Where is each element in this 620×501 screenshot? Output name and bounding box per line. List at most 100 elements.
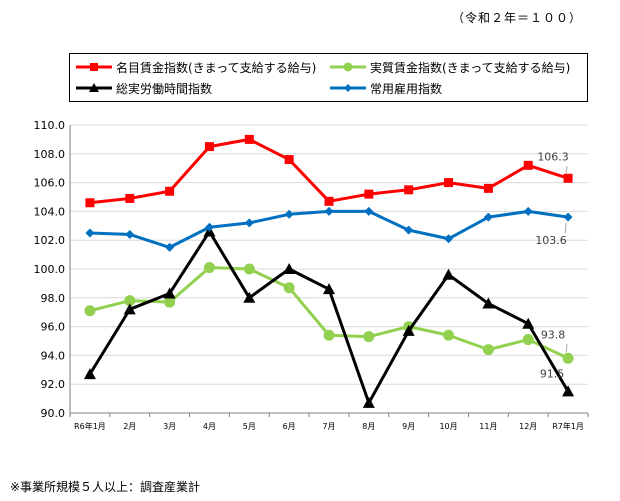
data-label-leader — [565, 166, 568, 174]
data-point-triangle — [402, 324, 415, 336]
legend-swatch-black-triangle — [76, 83, 112, 92]
data-point-triangle — [482, 297, 495, 309]
x-tick-label: 11月 — [479, 422, 497, 431]
data-point-diamond — [444, 234, 454, 244]
data-point-circle — [124, 295, 136, 307]
x-tick-label: 10月 — [439, 422, 457, 431]
data-label-leader — [565, 344, 568, 353]
x-tick-label: 4月 — [203, 422, 216, 431]
legend-swatch-red-square — [76, 63, 112, 71]
data-point-triangle — [522, 317, 535, 329]
y-tick-label: 110.0 — [34, 119, 66, 132]
legend-item-nominal-wage: 名目賃金指数(きまって支給する給与) — [74, 57, 316, 77]
grid-lines — [70, 124, 588, 414]
data-point-square — [563, 173, 573, 183]
x-tick-label: 6月 — [283, 422, 296, 431]
data-label-end: 93.8 — [541, 328, 566, 341]
data-point-circle — [482, 344, 494, 356]
data-point-square — [204, 142, 214, 152]
data-label-leader — [564, 223, 567, 234]
data-point-circle — [562, 352, 574, 364]
data-point-diamond — [364, 206, 374, 216]
data-point-square — [483, 183, 493, 193]
data-point-circle — [243, 263, 255, 275]
data-point-diamond — [204, 222, 214, 232]
y-tick-label: 102.0 — [34, 234, 66, 247]
footnote: ※事業所規模５人以上：調査産業計 — [10, 480, 201, 494]
data-point-circle — [522, 334, 534, 346]
data-point-diamond — [404, 225, 414, 235]
x-tick-label: R7年1月 — [552, 421, 584, 431]
x-tick-label: 9月 — [402, 422, 415, 431]
x-tick-label: 2月 — [123, 422, 136, 431]
series-line-0 — [89, 137, 569, 205]
data-point-triangle — [283, 263, 296, 274]
legend-item-real-wage: 実質賃金指数(きまって支給する給与) — [328, 57, 570, 77]
data-point-square — [165, 186, 175, 196]
series-line-2 — [88, 230, 570, 405]
x-tick-label: 8月 — [362, 422, 375, 431]
data-point-diamond — [563, 212, 573, 222]
data-point-circle — [363, 331, 375, 343]
data-point-diamond — [523, 206, 533, 216]
data-point-square — [125, 193, 135, 203]
series-line-3 — [89, 209, 569, 249]
data-point-diamond — [165, 242, 175, 252]
y-tick-label: 90.0 — [41, 407, 66, 420]
y-tick-label: 100.0 — [34, 263, 66, 276]
data-point-square — [284, 155, 294, 165]
data-point-diamond — [324, 206, 334, 216]
data-labels: 106.3 93.8 91.5 103.6 — [535, 150, 569, 380]
y-tick-label: 98.0 — [41, 292, 66, 305]
data-point-triangle — [562, 385, 575, 397]
data-point-diamond — [284, 209, 294, 219]
y-tick-label: 106.0 — [34, 177, 66, 190]
x-tick-label: 5月 — [243, 422, 256, 431]
scale-note: （令和２年＝１００） — [451, 11, 582, 25]
data-point-triangle — [83, 368, 96, 380]
data-label-end: 106.3 — [537, 150, 569, 163]
legend-label: 実質賃金指数(きまって支給する給与) — [370, 60, 571, 75]
series — [83, 134, 575, 408]
y-tick-label: 104.0 — [34, 205, 66, 218]
legend-swatch-green-circle — [330, 62, 366, 72]
data-label-end: 103.6 — [535, 234, 567, 247]
data-point-diamond — [85, 228, 95, 238]
data-point-diamond — [244, 218, 254, 228]
legend-label: 常用雇用指数 — [370, 81, 443, 96]
data-label-end: 91.5 — [540, 367, 565, 380]
data-point-triangle — [442, 268, 455, 280]
y-tick-label: 92.0 — [41, 378, 66, 391]
data-point-triangle — [123, 303, 136, 315]
series-line-1 — [89, 266, 569, 360]
data-point-triangle — [323, 283, 335, 295]
data-point-triangle — [362, 396, 375, 408]
data-point-circle — [283, 282, 295, 294]
data-point-circle — [203, 262, 215, 274]
data-point-square — [85, 198, 95, 208]
y-tick-label: 108.0 — [34, 148, 66, 161]
legend-item-working-hours: 総実労働時間指数 — [74, 78, 212, 98]
x-tick-label: 12月 — [519, 422, 537, 431]
y-tick-label: 94.0 — [41, 349, 66, 362]
data-point-square — [523, 160, 533, 170]
legend-item-employment: 常用雇用指数 — [328, 78, 442, 98]
data-point-square — [404, 185, 414, 195]
data-point-circle — [443, 329, 455, 341]
legend-label: 名目賃金指数(きまって支給する給与) — [116, 60, 317, 75]
x-tick-label: 3月 — [163, 422, 176, 431]
x-tick-label: R6年1月 — [74, 421, 106, 431]
data-point-triangle — [163, 287, 176, 299]
data-point-circle — [323, 329, 335, 341]
legend-swatch-blue-diamond — [330, 84, 366, 92]
data-point-circle — [164, 296, 176, 308]
data-point-square — [324, 196, 334, 206]
data-point-triangle — [243, 291, 256, 303]
legend: 名目賃金指数(きまって支給する給与) 実質賃金指数(きまって支給する給与) 総実… — [69, 53, 588, 102]
data-point-diamond — [483, 212, 493, 222]
legend-label: 総実労働時間指数 — [116, 81, 213, 96]
data-point-square — [364, 189, 374, 199]
data-point-square — [244, 134, 254, 144]
axes: 110.0 108.0 106.0 104.0 102.0 100.0 98.0 96.0 94… — [34, 119, 589, 431]
